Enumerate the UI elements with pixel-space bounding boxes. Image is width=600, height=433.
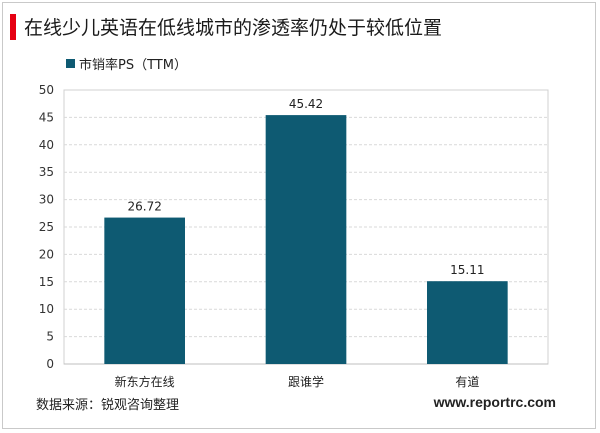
y-tick-label: 35 <box>39 165 54 179</box>
legend-swatch <box>66 59 75 68</box>
y-tick-label: 40 <box>39 138 54 152</box>
title-accent-bar <box>10 14 16 40</box>
y-tick-label: 10 <box>39 302 54 316</box>
legend-label: 市销率PS（TTM） <box>79 58 187 73</box>
y-tick-label: 30 <box>39 193 54 207</box>
x-tick-label: 有道 <box>455 375 479 389</box>
y-tick-label: 5 <box>46 330 54 344</box>
website-url: www.reportrc.com <box>433 394 556 410</box>
page-title: 在线少儿英语在低线城市的渗透率仍处于较低位置 <box>24 17 443 39</box>
x-tick-label: 新东方在线 <box>115 374 175 389</box>
y-tick-label: 20 <box>39 247 54 261</box>
data-label: 26.72 <box>127 200 161 214</box>
data-source: 数据来源：锐观咨询整理 <box>36 398 180 413</box>
y-tick-label: 25 <box>39 220 54 234</box>
y-tick-label: 15 <box>39 275 54 289</box>
bar <box>104 217 185 364</box>
data-label: 15.11 <box>450 263 484 277</box>
legend: 市销率PS（TTM） <box>66 54 187 73</box>
data-label: 45.42 <box>289 97 323 111</box>
y-tick-label: 0 <box>46 357 54 371</box>
bar <box>427 281 508 364</box>
y-tick-label: 45 <box>39 110 54 124</box>
bar <box>265 115 347 365</box>
x-tick-label: 跟谁学 <box>288 374 324 389</box>
y-tick-label: 50 <box>39 83 54 97</box>
